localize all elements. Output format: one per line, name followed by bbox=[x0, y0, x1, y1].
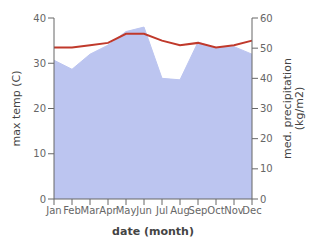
svg-text:20: 20 bbox=[33, 103, 46, 114]
svg-text:10: 10 bbox=[260, 163, 273, 174]
svg-text:Dec: Dec bbox=[242, 205, 261, 216]
svg-text:Mar: Mar bbox=[81, 205, 101, 216]
svg-text:max temp (C): max temp (C) bbox=[10, 70, 23, 146]
svg-text:May: May bbox=[116, 205, 137, 216]
svg-text:20: 20 bbox=[260, 133, 273, 144]
svg-text:30: 30 bbox=[33, 58, 46, 69]
svg-text:60: 60 bbox=[260, 13, 273, 24]
svg-text:med. precipitation(kg/m2): med. precipitation(kg/m2) bbox=[281, 58, 306, 159]
svg-text:Sep: Sep bbox=[189, 205, 208, 216]
svg-text:Aug: Aug bbox=[170, 205, 190, 216]
svg-text:Oct: Oct bbox=[207, 205, 224, 216]
svg-text:Jun: Jun bbox=[135, 205, 152, 216]
svg-text:0: 0 bbox=[260, 194, 266, 205]
svg-text:Feb: Feb bbox=[63, 205, 81, 216]
svg-text:Nov: Nov bbox=[224, 205, 244, 216]
svg-text:40: 40 bbox=[33, 13, 46, 24]
svg-text:10: 10 bbox=[33, 148, 46, 159]
svg-text:0: 0 bbox=[40, 194, 46, 205]
svg-text:date (month): date (month) bbox=[112, 225, 194, 238]
svg-text:Jul: Jul bbox=[155, 205, 168, 216]
svg-text:40: 40 bbox=[260, 73, 273, 84]
svg-text:30: 30 bbox=[260, 103, 273, 114]
svg-text:Apr: Apr bbox=[99, 205, 117, 217]
svg-text:Jan: Jan bbox=[45, 205, 61, 216]
svg-text:50: 50 bbox=[260, 43, 273, 54]
